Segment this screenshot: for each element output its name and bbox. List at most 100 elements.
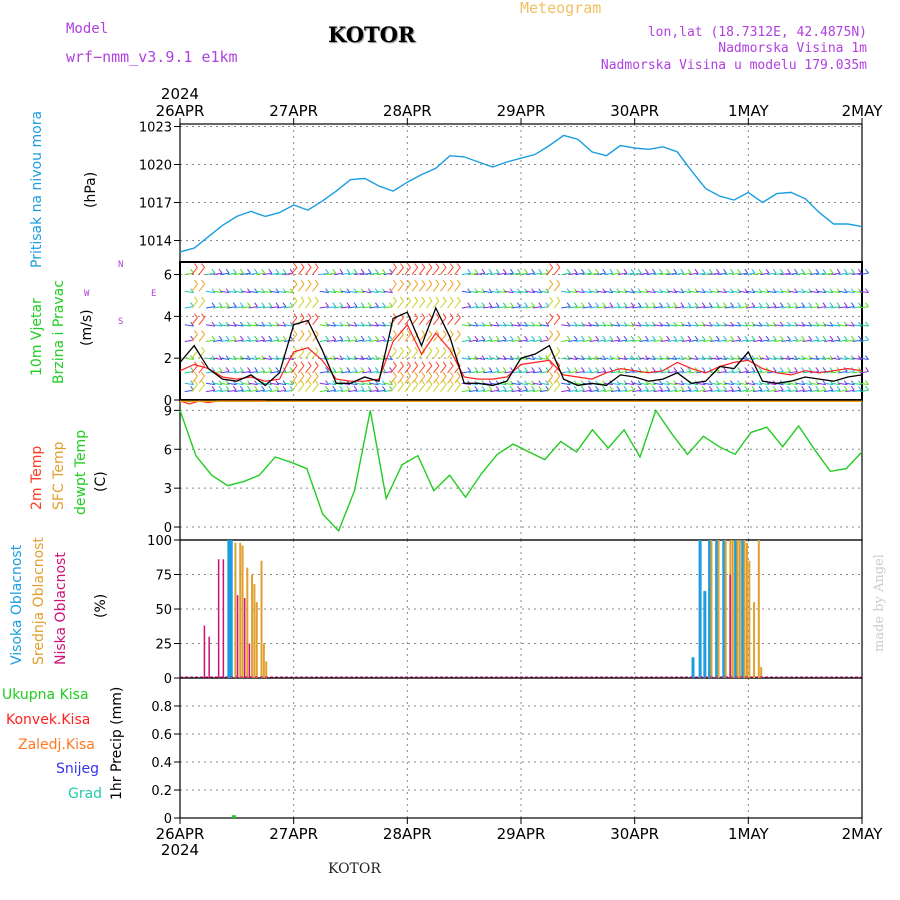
- wind-barb: [667, 389, 677, 393]
- wind-barb: [760, 306, 770, 309]
- wind-barb: [809, 389, 819, 393]
- wind-barb: [442, 313, 447, 318]
- wind-barb: [566, 268, 571, 274]
- wind-barb: [369, 324, 379, 327]
- wind-barb: [666, 385, 671, 391]
- wind-barb: [703, 382, 713, 386]
- wind-barb: [623, 385, 628, 391]
- wind-barb: [680, 302, 685, 307]
- wind-barb: [481, 335, 486, 341]
- wind-barb: [710, 389, 720, 393]
- wind-barb: [490, 324, 500, 327]
- wind-barb: [495, 302, 500, 307]
- wind-barb: [781, 389, 791, 393]
- wind-barb: [575, 306, 585, 309]
- wind-barb: [404, 267, 411, 275]
- wind-barb: [596, 389, 606, 393]
- wind-barb: [488, 268, 493, 274]
- wind-barb: [518, 272, 528, 276]
- wind-barb: [660, 290, 670, 294]
- wind-barb: [831, 324, 841, 327]
- pressure-side-label: Pritisak na nivou mora: [29, 110, 45, 268]
- cloud-side-label-2: Srednja Oblacnost: [31, 537, 47, 665]
- wind-barb: [360, 302, 365, 307]
- cloud-bar-mid: [234, 542, 237, 678]
- wind-barb: [367, 385, 372, 391]
- wind-barb: [794, 385, 798, 391]
- wind-barb: [428, 371, 433, 377]
- wind-barb: [241, 339, 251, 342]
- wind-barb: [239, 385, 244, 391]
- wind-barb: [731, 272, 741, 276]
- wind-barb: [822, 367, 827, 372]
- wind-barb: [518, 382, 528, 386]
- wind-barb: [852, 290, 862, 294]
- wind-barb: [738, 339, 748, 342]
- wind-barb: [440, 300, 447, 309]
- wind-barb: [400, 371, 404, 377]
- wind-barb: [504, 306, 514, 309]
- wind-barb: [865, 335, 869, 341]
- wind-barb: [595, 367, 599, 372]
- wind-barb: [589, 389, 599, 393]
- wind-barb: [616, 385, 621, 391]
- wind-barb: [816, 290, 826, 294]
- wind-barb: [442, 380, 447, 385]
- wind-barb: [603, 357, 613, 361]
- wind-barb: [760, 324, 770, 327]
- wind-barb: [211, 335, 216, 341]
- wind-barb: [440, 384, 447, 392]
- wind-barb: [808, 367, 813, 372]
- wind-barb: [362, 272, 372, 276]
- wind-barb: [447, 317, 454, 326]
- wind-barb: [369, 357, 379, 361]
- wind-barb: [319, 272, 329, 276]
- wind-barb: [390, 365, 397, 374]
- wind-barb: [234, 382, 244, 386]
- wind-barb: [475, 306, 485, 309]
- wind-barb: [414, 380, 419, 385]
- wind-barb: [531, 302, 536, 307]
- wind-barb: [582, 290, 592, 294]
- wind-barb: [319, 389, 329, 393]
- wind-barb: [435, 361, 440, 367]
- wind-barb: [390, 375, 397, 384]
- wind-barb: [483, 272, 493, 276]
- wind-barb: [580, 268, 585, 274]
- wind-barb: [497, 272, 507, 276]
- wind-barb: [524, 367, 528, 372]
- wind-barb: [475, 324, 485, 327]
- wind-barb: [795, 272, 805, 276]
- wind-barb: [788, 306, 798, 309]
- wind-barb: [211, 302, 216, 307]
- wind-barb: [556, 263, 561, 268]
- wind-barb: [239, 367, 244, 372]
- panel-temperature: [174, 399, 863, 541]
- wind-barb: [808, 385, 813, 391]
- wind-barb: [653, 290, 663, 294]
- wind-barb: [802, 324, 812, 327]
- wind-barb: [353, 367, 358, 372]
- wind-barb: [838, 290, 848, 294]
- wind-barb: [786, 302, 791, 307]
- wind-barb: [795, 324, 805, 327]
- wind-barb: [595, 385, 599, 391]
- panel-precipitation: [174, 677, 863, 819]
- cloud-bar-mid: [251, 574, 254, 678]
- wind-barb: [858, 302, 862, 307]
- wind-barb: [225, 335, 230, 341]
- wind-barb: [703, 290, 713, 294]
- wind-barb: [376, 339, 386, 342]
- wind-barb: [191, 283, 198, 292]
- wind-barb: [456, 263, 461, 268]
- wind-barb: [307, 313, 312, 318]
- temp-side-label-2: SFC Temp: [51, 441, 67, 510]
- wind-barb: [340, 370, 351, 374]
- wind-barb: [225, 367, 230, 372]
- wind-barb: [525, 290, 535, 294]
- wind-barb: [425, 300, 433, 309]
- wind-barb: [659, 268, 663, 274]
- wind-barb: [305, 300, 312, 309]
- wind-barb: [474, 367, 479, 372]
- cloud-bar-high: [703, 591, 707, 678]
